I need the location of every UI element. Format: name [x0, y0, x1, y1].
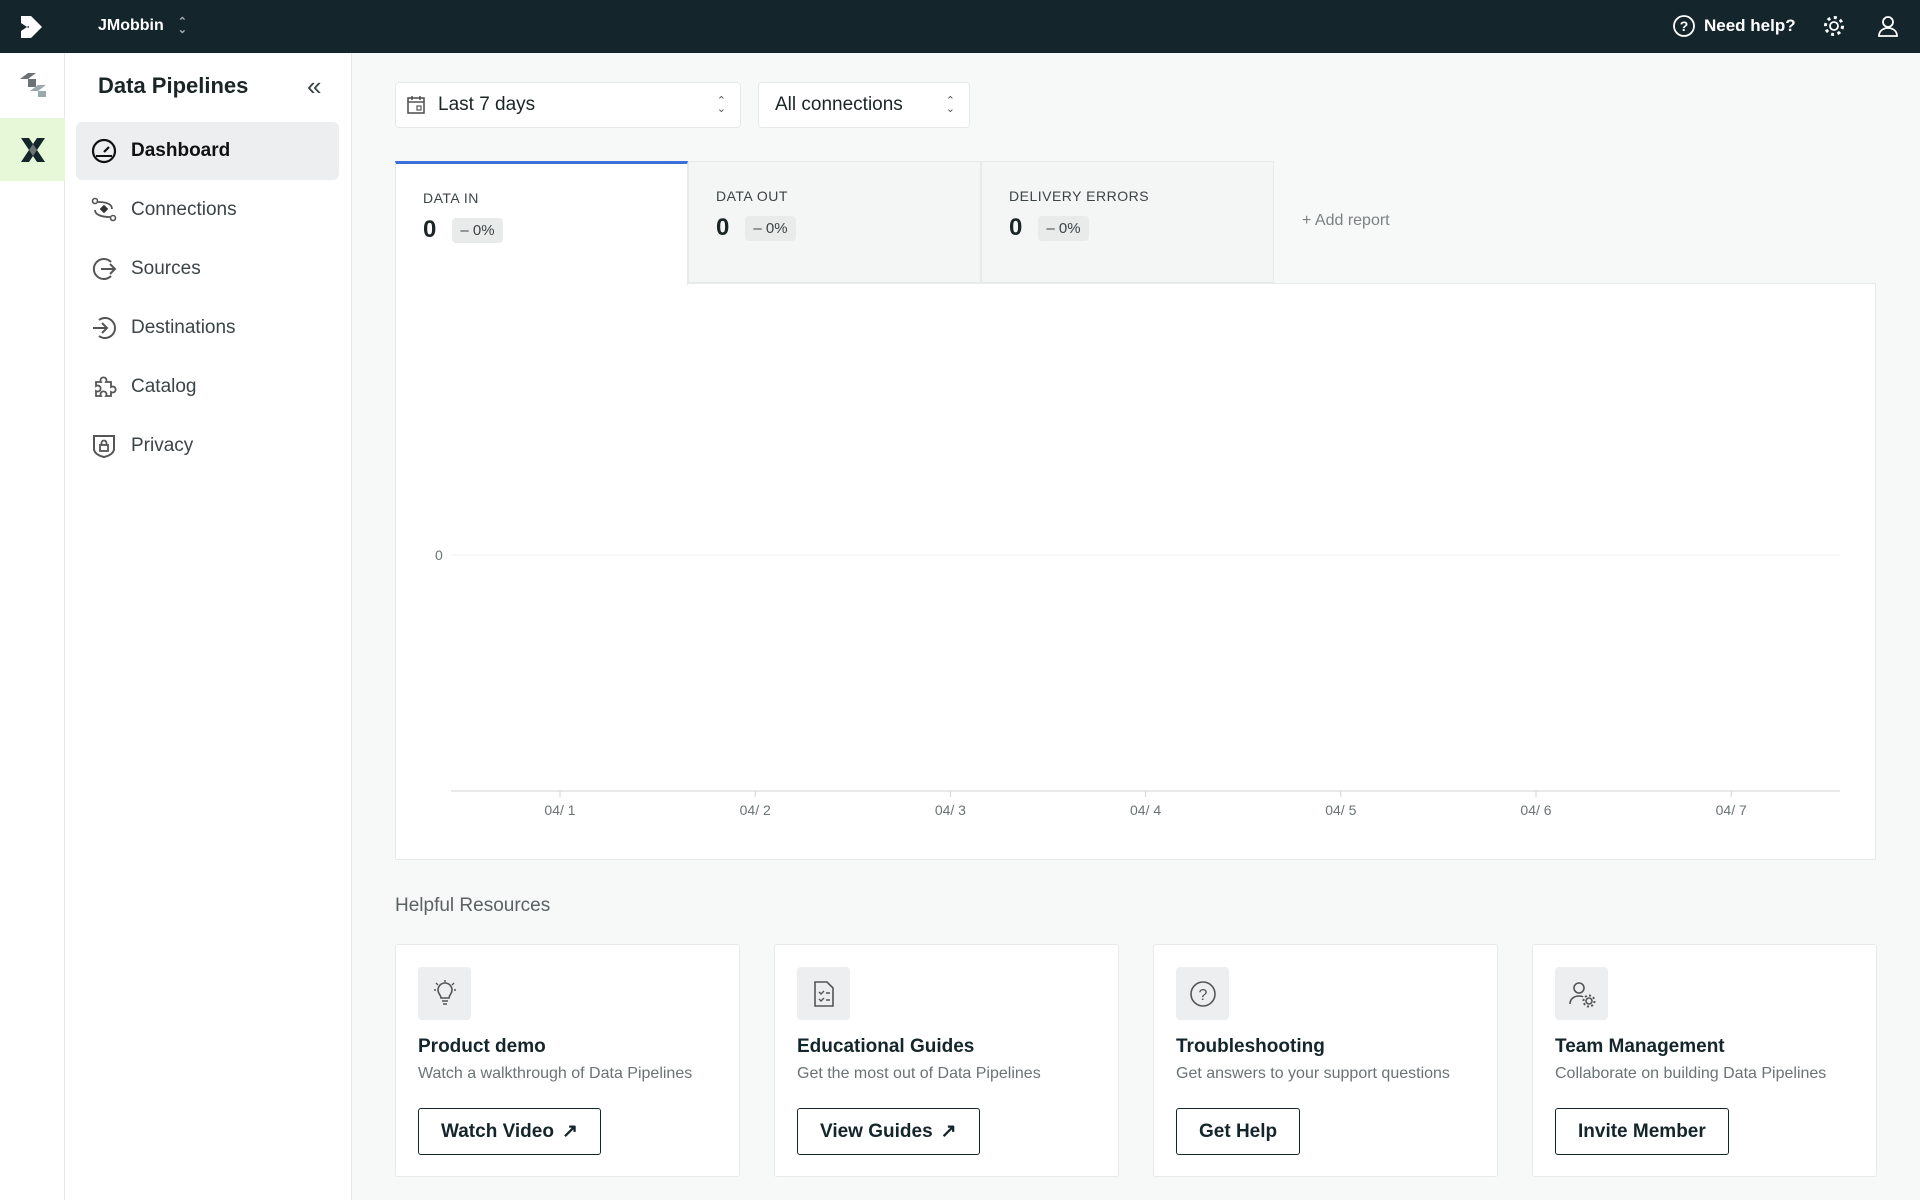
change-value: 0%	[765, 219, 788, 237]
workspace-name: JMobbin	[98, 17, 164, 34]
top-bar: JMobbin ⌃ ⌄ ? Need help?	[0, 0, 1920, 53]
card-description: Watch a walkthrough of Data Pipelines	[418, 1065, 693, 1082]
app-logo-icon[interactable]	[19, 14, 45, 40]
puzzle-icon	[95, 376, 117, 397]
chart-panel	[395, 283, 1876, 860]
gauge-icon	[91, 138, 117, 164]
resources-title: Helpful Resources	[395, 895, 551, 916]
help-label: Need help?	[1704, 16, 1796, 35]
metric-value: 0	[716, 214, 730, 241]
card-title: Troubleshooting	[1176, 1036, 1325, 1057]
connections-select[interactable]: All connections ⌃ ⌄	[758, 82, 970, 128]
metric-value: 0	[1009, 214, 1023, 241]
button-label: Get Help	[1199, 1120, 1278, 1142]
button-label: Watch Video	[441, 1120, 554, 1142]
question-icon: ?	[1176, 967, 1229, 1020]
chevron-updown-icon: ⌃ ⌄	[177, 16, 187, 36]
change-badge: – 0%	[745, 215, 796, 241]
help-button[interactable]: ? Need help?	[1672, 14, 1796, 38]
chevron-updown-icon: ⌃ ⌄	[945, 95, 955, 115]
x-tick-label: 04/ 1	[544, 802, 576, 818]
x-tick-label: 04/ 6	[1520, 802, 1552, 818]
user-gear-icon	[1555, 967, 1608, 1020]
resource-card-troubleshooting: ? Troubleshooting Get answers to your su…	[1153, 944, 1498, 1177]
resource-card-team-management: Team Management Collaborate on building …	[1532, 944, 1877, 1177]
nav-label: Connections	[131, 199, 237, 220]
calendar-icon	[407, 96, 425, 114]
card-description: Get the most out of Data Pipelines	[797, 1065, 1041, 1082]
checklist-doc-icon	[797, 967, 850, 1020]
resource-card-product-demo: Product demo Watch a walkthrough of Data…	[395, 944, 740, 1177]
user-icon[interactable]	[1876, 14, 1900, 38]
sidebar-item-connections[interactable]: Connections	[76, 181, 339, 239]
gear-icon[interactable]	[1822, 14, 1846, 38]
tab-data-in[interactable]: DATA IN 0 – 0%	[395, 161, 688, 285]
get-help-button[interactable]: Get Help	[1176, 1108, 1301, 1155]
tab-label: DELIVERY ERRORS	[1009, 188, 1150, 204]
connections-value: All connections	[775, 94, 903, 115]
help-circle-icon: ?	[1673, 15, 1695, 37]
date-range-value: Last 7 days	[438, 94, 536, 115]
nav-label: Sources	[131, 258, 201, 279]
metric-value: 0	[423, 216, 437, 243]
view-guides-button[interactable]: View Guides ↗	[797, 1108, 980, 1155]
watch-video-button[interactable]: Watch Video ↗	[418, 1108, 601, 1155]
card-description: Collaborate on building Data Pipelines	[1555, 1065, 1827, 1082]
change-value: 0%	[472, 221, 495, 239]
date-range-select[interactable]: Last 7 days ⌃ ⌄	[395, 82, 741, 128]
x-tick-label: 04/ 7	[1715, 802, 1747, 818]
tab-delivery-errors[interactable]: DELIVERY ERRORS 0 – 0%	[981, 161, 1274, 283]
segment-connections-icon[interactable]	[18, 71, 48, 99]
connections-icon	[91, 197, 117, 222]
x-tick-label: 04/ 4	[1130, 802, 1162, 818]
source-icon	[92, 258, 117, 280]
tab-data-out[interactable]: DATA OUT 0 – 0%	[688, 161, 981, 283]
chevron-updown-icon: ⌃ ⌄	[716, 95, 726, 115]
nav-label: Dashboard	[131, 140, 231, 161]
svg-text:?: ?	[1680, 18, 1689, 34]
change-value: 0%	[1058, 219, 1081, 237]
sidebar-item-catalog[interactable]: Catalog	[76, 358, 339, 416]
x-tick-label: 04/ 5	[1325, 802, 1357, 818]
button-label: View Guides	[820, 1120, 933, 1142]
sidebar-title: Data Pipelines	[98, 73, 249, 98]
card-title: Product demo	[418, 1036, 546, 1057]
nav-label: Destinations	[131, 317, 236, 338]
svg-text:?: ?	[1198, 987, 1207, 1004]
x-tick-label: 04/ 2	[739, 802, 771, 818]
sidebar-item-sources[interactable]: Sources	[76, 240, 339, 298]
add-report-button[interactable]: + Add report	[1302, 212, 1390, 229]
workspace-switcher[interactable]: JMobbin ⌃ ⌄	[98, 16, 187, 36]
lightbulb-icon	[418, 967, 471, 1020]
nav-label: Catalog	[131, 376, 197, 397]
change-badge: – 0%	[452, 217, 503, 243]
app-rail	[0, 53, 65, 1200]
collapse-sidebar-icon[interactable]: «	[307, 71, 322, 101]
external-link-icon: ↗	[561, 1121, 578, 1142]
change-badge: – 0%	[1038, 215, 1089, 241]
button-label: Invite Member	[1578, 1120, 1706, 1142]
sidebar-item-destinations[interactable]: Destinations	[76, 299, 339, 357]
card-description: Get answers to your support questions	[1176, 1065, 1450, 1082]
destination-icon	[93, 317, 116, 339]
tab-label: DATA OUT	[716, 188, 788, 204]
sidebar-item-dashboard[interactable]: Dashboard	[76, 122, 339, 180]
pipelines-x-icon	[21, 138, 45, 162]
resource-card-educational-guides: Educational Guides Get the most out of D…	[774, 944, 1119, 1177]
sidebar-item-privacy[interactable]: Privacy	[76, 417, 339, 475]
external-link-icon: ↗	[940, 1121, 957, 1142]
invite-member-button[interactable]: Invite Member	[1555, 1108, 1729, 1155]
card-title: Educational Guides	[797, 1036, 975, 1057]
sidebar: Data Pipelines « Dashboard Connections S…	[65, 53, 352, 1200]
nav-label: Privacy	[131, 435, 194, 456]
card-title: Team Management	[1555, 1036, 1725, 1057]
tab-label: DATA IN	[423, 190, 479, 206]
data-pipelines-app[interactable]	[0, 118, 65, 181]
shield-lock-icon	[93, 435, 115, 459]
x-tick-label: 04/ 3	[934, 802, 966, 818]
